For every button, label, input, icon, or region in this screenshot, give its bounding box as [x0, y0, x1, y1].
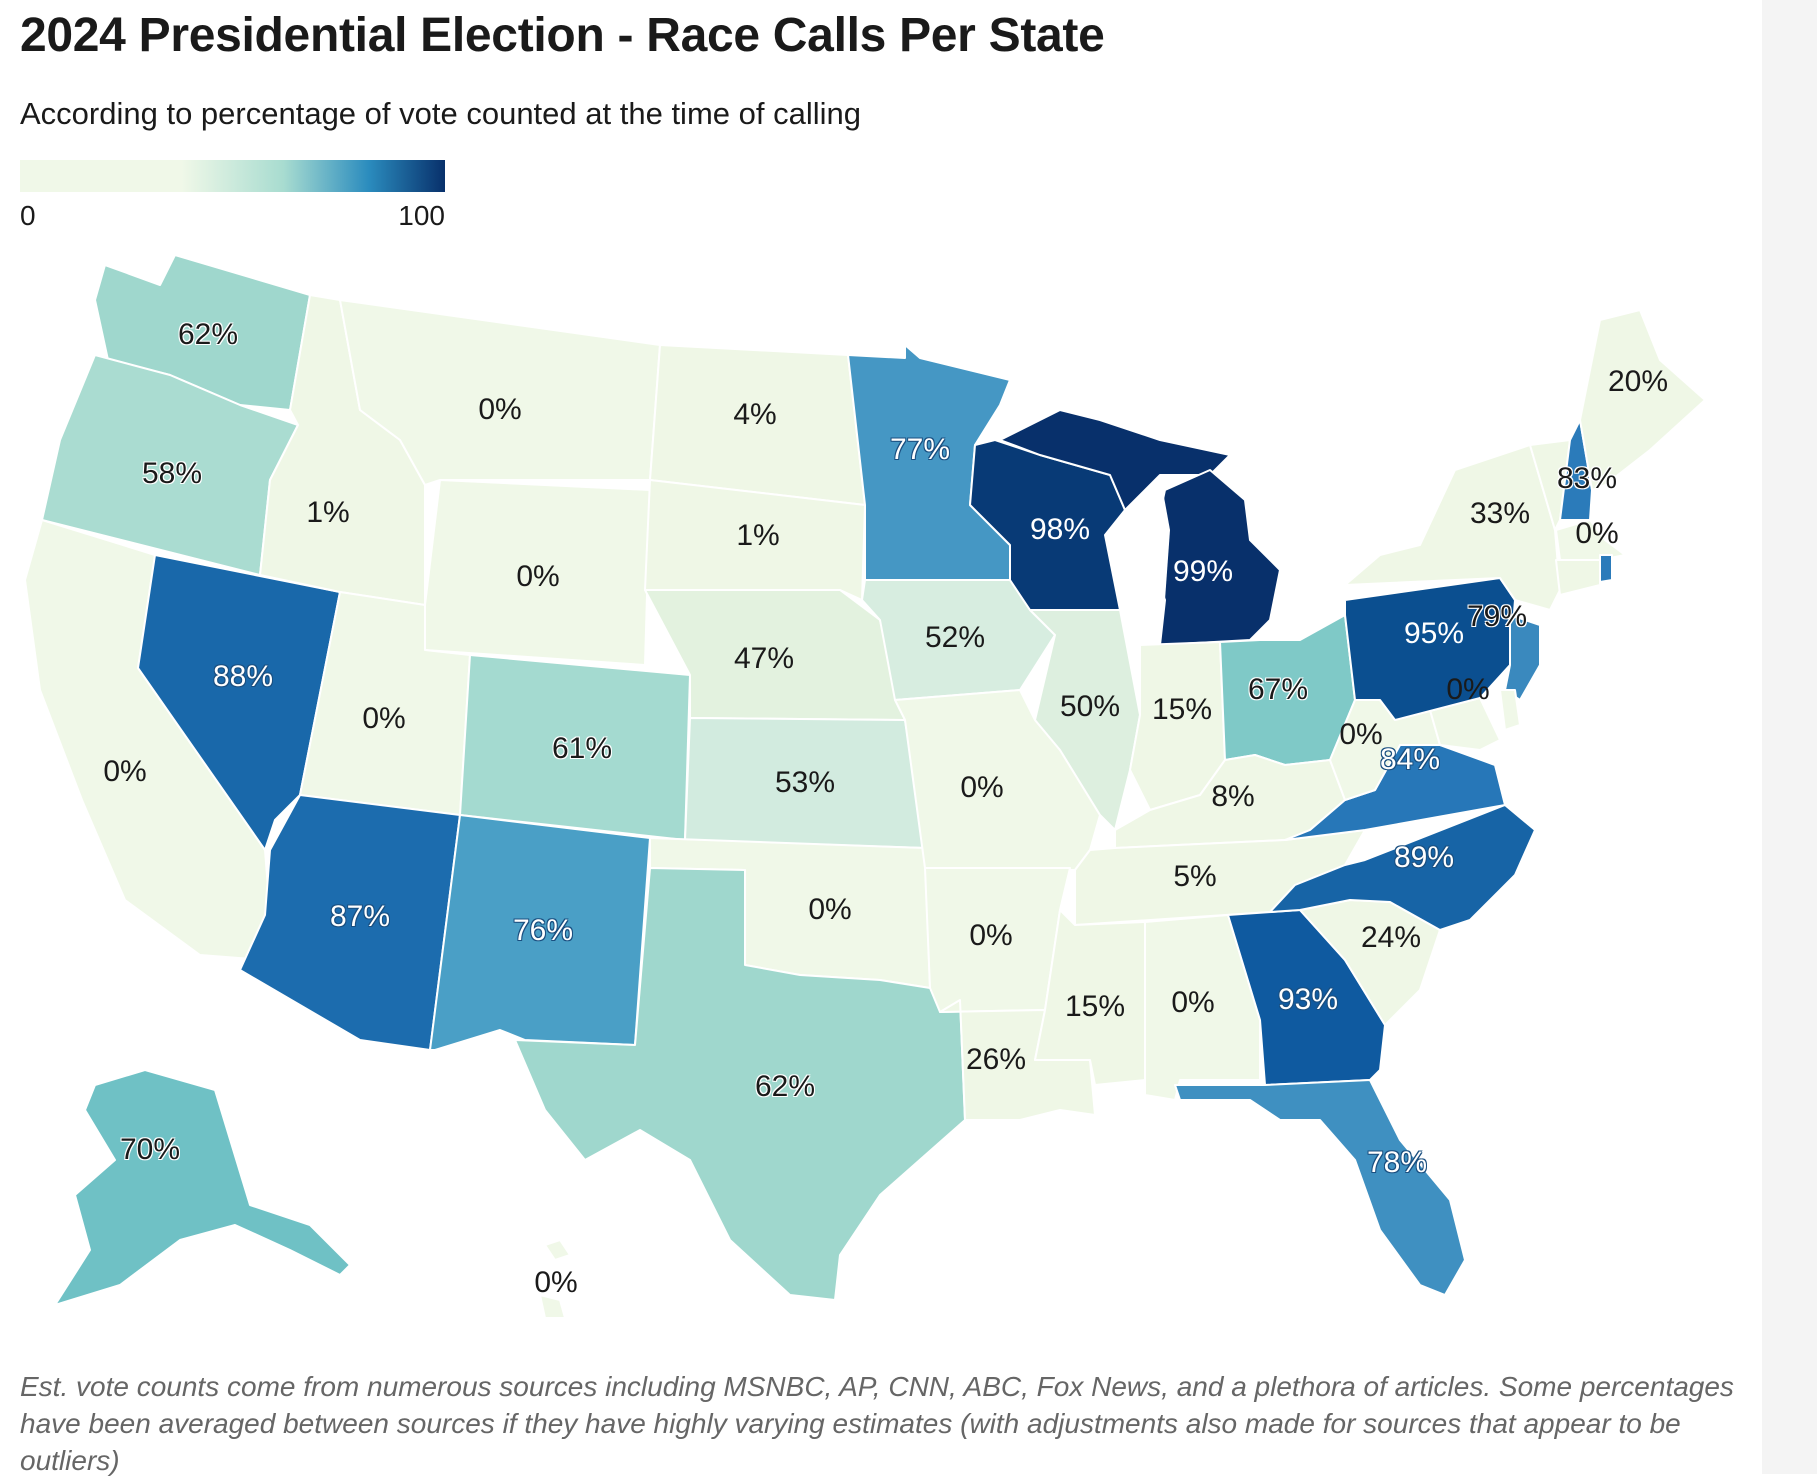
label-nm: 76% — [512, 914, 574, 947]
label-pa: 95% — [1403, 617, 1465, 650]
label-wv: 0% — [1339, 718, 1383, 751]
label-mt: 0% — [478, 393, 522, 426]
label-ok: 0% — [808, 893, 852, 926]
label-la: 26% — [965, 1043, 1027, 1076]
state-mo[interactable] — [894, 689, 1101, 871]
state-hi[interactable] — [544, 1239, 571, 1261]
state-nm[interactable] — [429, 814, 651, 1051]
label-ia: 52% — [924, 621, 986, 654]
page-gutter — [1762, 0, 1817, 1474]
label-nj: 79% — [1466, 600, 1528, 633]
label-tx: 62% — [754, 1070, 816, 1103]
legend-min-label: 0 — [20, 200, 36, 231]
legend-max-label: 100 — [398, 200, 445, 231]
label-fl: 78% — [1366, 1146, 1428, 1179]
state-ct[interactable] — [1555, 559, 1601, 596]
state-nj[interactable] — [1504, 614, 1541, 701]
label-ca: 0% — [103, 755, 147, 788]
label-co: 61% — [551, 732, 613, 765]
label-il: 50% — [1059, 690, 1121, 723]
label-hi: 0% — [534, 1266, 578, 1299]
label-nc: 89% — [1393, 841, 1455, 874]
label-ga: 93% — [1277, 983, 1339, 1016]
label-ak: 70% — [119, 1133, 181, 1166]
label-ms: 15% — [1064, 990, 1126, 1023]
label-ne: 47% — [733, 642, 795, 675]
chart-subtitle: According to percentage of vote counted … — [20, 96, 861, 131]
label-or: 58% — [141, 457, 203, 490]
label-ny: 33% — [1469, 497, 1531, 530]
lake-huron — [1230, 455, 1300, 570]
label-mo: 0% — [960, 771, 1004, 804]
label-nh: 83% — [1556, 462, 1618, 495]
state-de[interactable] — [1499, 689, 1521, 731]
chart-title: 2024 Presidential Election - Race Calls … — [20, 9, 1105, 62]
label-me: 20% — [1607, 365, 1669, 398]
label-tn: 5% — [1173, 860, 1217, 893]
label-in: 15% — [1151, 693, 1213, 726]
label-id: 1% — [306, 496, 350, 529]
label-va: 84% — [1379, 743, 1441, 776]
state-ak[interactable] — [54, 1069, 351, 1306]
label-al: 0% — [1171, 986, 1215, 1019]
label-md: 0% — [1446, 673, 1490, 706]
label-wi: 98% — [1029, 513, 1091, 546]
label-ky: 8% — [1211, 780, 1255, 813]
label-oh: 67% — [1247, 673, 1309, 706]
color-legend: 0 100 — [20, 160, 445, 231]
label-ut: 0% — [362, 702, 406, 735]
label-wa: 62% — [177, 318, 239, 351]
state-hi-big[interactable] — [539, 1294, 566, 1319]
legend-gradient-bar — [20, 160, 445, 192]
state-fl[interactable] — [1174, 1079, 1466, 1296]
label-ma: 0% — [1575, 517, 1619, 550]
label-sd: 1% — [736, 519, 780, 552]
state-il[interactable] — [1029, 609, 1141, 831]
state-me[interactable] — [1579, 309, 1706, 491]
label-ks: 53% — [774, 766, 836, 799]
state-ri[interactable] — [1599, 554, 1613, 583]
label-wy: 0% — [516, 560, 560, 593]
label-nd: 4% — [733, 398, 777, 431]
label-nv: 88% — [212, 660, 274, 693]
state-wy[interactable] — [424, 479, 651, 666]
label-mn: 77% — [889, 433, 951, 466]
lake-michigan — [1105, 475, 1170, 645]
source-footnote: Est. vote counts come from numerous sour… — [20, 1371, 1734, 1476]
state-wa[interactable] — [94, 254, 311, 411]
label-az: 87% — [329, 900, 391, 933]
state-nc[interactable] — [1269, 804, 1536, 931]
state-sd[interactable] — [644, 479, 866, 601]
us-map-svg — [24, 254, 1706, 1319]
state-tx[interactable] — [514, 867, 966, 1301]
label-sc: 24% — [1360, 921, 1422, 954]
label-ar: 0% — [969, 919, 1013, 952]
us-map: 62% 58% 0% 88% 1% 0% 0% 0% 87% 61% 76% 4… — [0, 240, 1762, 1340]
label-mi: 99% — [1172, 555, 1234, 588]
